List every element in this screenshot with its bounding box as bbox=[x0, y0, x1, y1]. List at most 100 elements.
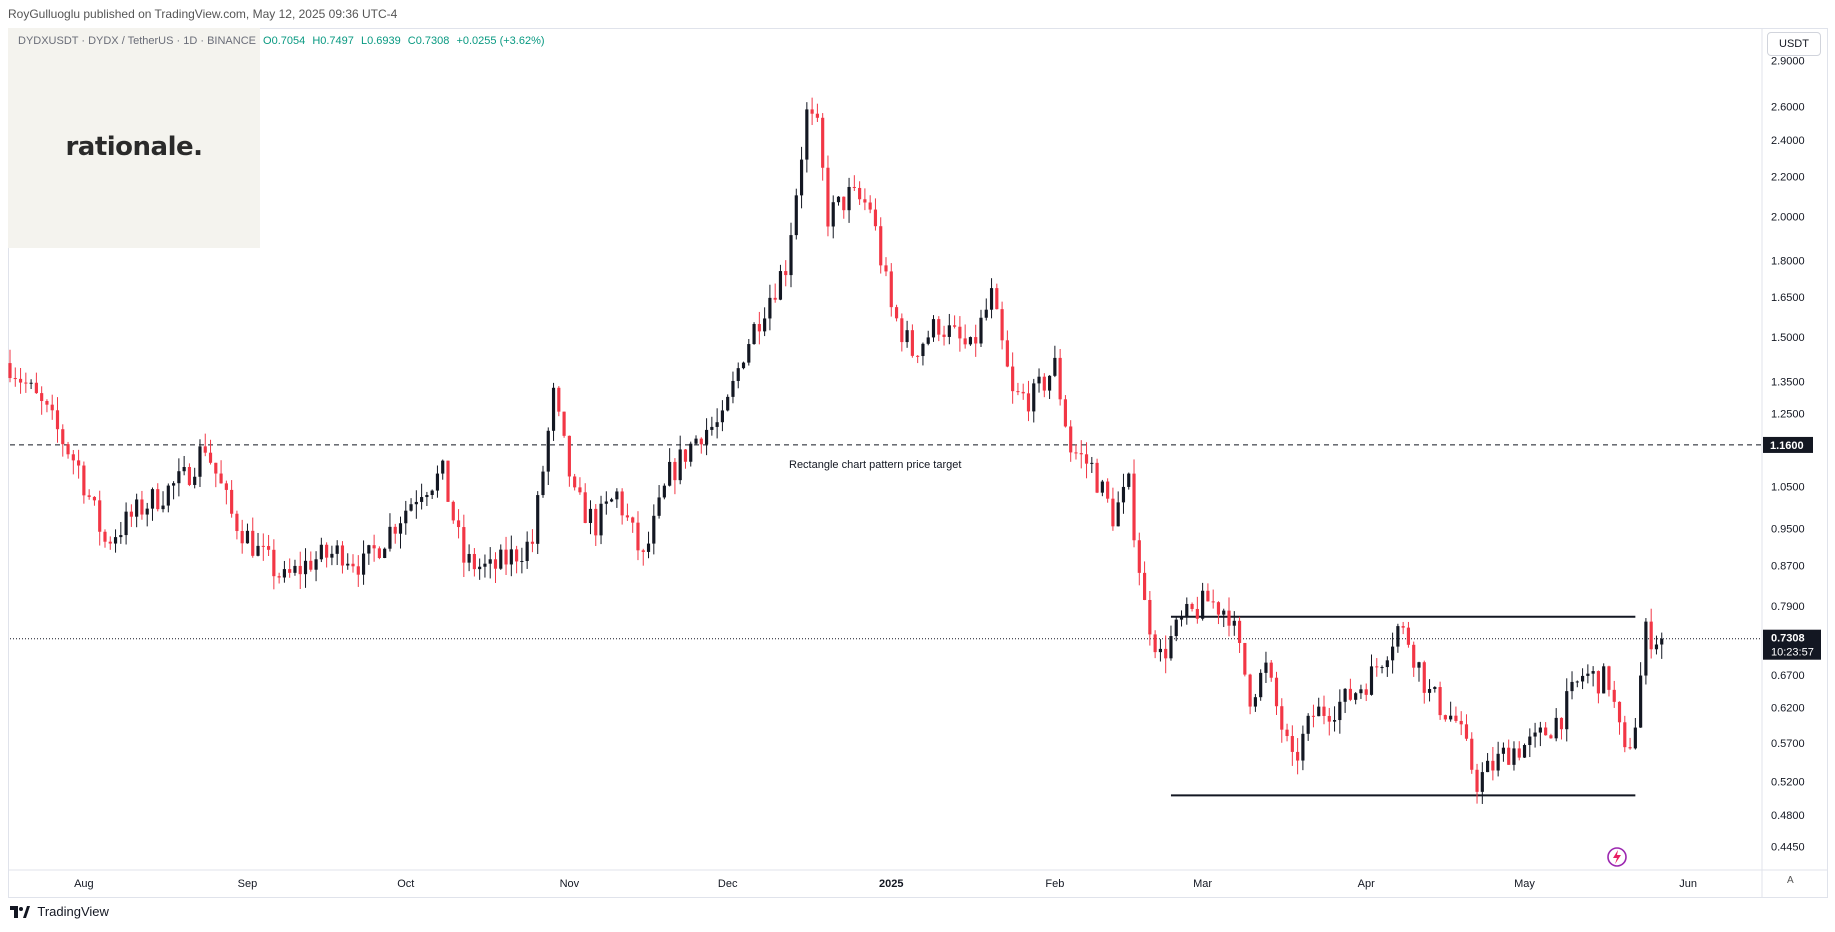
candle-body bbox=[467, 553, 471, 563]
candle-body bbox=[1322, 706, 1326, 716]
candle-body bbox=[805, 109, 809, 160]
candle-body bbox=[1296, 751, 1300, 761]
candle-body bbox=[103, 531, 107, 542]
candle-body bbox=[1237, 620, 1242, 643]
candle-body bbox=[900, 318, 904, 343]
candle-body bbox=[340, 545, 345, 566]
candle-body bbox=[451, 501, 455, 521]
candle-body bbox=[1148, 599, 1152, 635]
candle-body bbox=[388, 526, 392, 549]
candle-body bbox=[752, 324, 756, 345]
candle-body bbox=[683, 449, 688, 462]
candle-body bbox=[208, 452, 213, 463]
candle-body bbox=[98, 500, 102, 532]
candle-body bbox=[641, 550, 645, 552]
candle-body bbox=[488, 559, 492, 564]
candle-body bbox=[1406, 627, 1411, 645]
candle-body bbox=[1633, 727, 1637, 749]
y-tick-label: 1.3500 bbox=[1771, 376, 1805, 388]
candle-body bbox=[156, 489, 160, 510]
candle-body bbox=[604, 501, 608, 504]
target-price-label: 1.1600 bbox=[1770, 440, 1804, 452]
candle-body bbox=[435, 473, 440, 491]
candle-body bbox=[293, 565, 297, 573]
x-tick-label: Apr bbox=[1358, 878, 1375, 890]
candle-body bbox=[71, 454, 75, 461]
candle-body bbox=[187, 467, 192, 485]
candle-body bbox=[251, 530, 255, 556]
candle-body bbox=[150, 489, 155, 509]
candle-body bbox=[525, 541, 529, 562]
candle-body bbox=[1195, 608, 1199, 619]
candle-body bbox=[984, 309, 988, 318]
candle-body bbox=[245, 530, 250, 544]
auto-scale-button[interactable]: A bbox=[1787, 875, 1794, 886]
candle-body bbox=[325, 544, 329, 558]
y-tick-label: 0.5200 bbox=[1771, 776, 1805, 788]
candle-body bbox=[119, 535, 123, 538]
candle-body bbox=[657, 497, 661, 516]
candle-body bbox=[963, 338, 967, 345]
candle-body bbox=[77, 460, 81, 466]
candle-body bbox=[1201, 590, 1205, 619]
candle-body bbox=[1232, 620, 1236, 626]
candle-body bbox=[240, 531, 244, 544]
candle-body bbox=[1359, 689, 1363, 694]
candle-body bbox=[493, 559, 498, 569]
candle-body bbox=[1507, 747, 1511, 765]
candle-body bbox=[588, 508, 593, 523]
target-price-badge bbox=[1763, 436, 1813, 453]
candle-body bbox=[462, 527, 466, 563]
candle-body bbox=[1216, 602, 1221, 615]
candle-body bbox=[668, 461, 672, 486]
currency-selector[interactable]: USDT bbox=[1767, 32, 1821, 56]
footer: TradingView bbox=[10, 904, 109, 921]
candle-body bbox=[1280, 706, 1284, 730]
candle-body bbox=[266, 546, 271, 550]
y-tick-label: 0.6200 bbox=[1771, 703, 1805, 715]
candle-body bbox=[1079, 453, 1083, 455]
candle-body bbox=[810, 109, 814, 114]
candle-body bbox=[947, 325, 951, 337]
candle-body bbox=[361, 553, 366, 575]
y-tick-label: 0.9500 bbox=[1771, 524, 1805, 536]
candle-body bbox=[108, 541, 112, 544]
lightning-icon[interactable] bbox=[1606, 846, 1628, 873]
candle-body bbox=[214, 462, 218, 474]
x-tick-label: May bbox=[1514, 878, 1535, 890]
candle-body bbox=[578, 487, 582, 493]
candle-body bbox=[40, 393, 44, 402]
candle-body bbox=[1575, 681, 1579, 683]
candle-body bbox=[583, 492, 587, 523]
candle-body bbox=[135, 499, 139, 517]
candle-body bbox=[1628, 747, 1632, 749]
candle-body bbox=[1274, 677, 1279, 707]
candle-body bbox=[1533, 732, 1537, 737]
open-value: O0.7054 bbox=[263, 35, 306, 47]
candle-body bbox=[161, 505, 165, 510]
candle-body bbox=[256, 545, 260, 556]
candle-body bbox=[778, 271, 783, 300]
candle-body bbox=[1417, 662, 1421, 668]
candle-body bbox=[1538, 727, 1542, 733]
candle-body bbox=[198, 446, 202, 477]
candle-body bbox=[768, 297, 772, 319]
candle-body bbox=[1106, 481, 1110, 499]
candle-body bbox=[1649, 621, 1653, 650]
chart-frame[interactable] bbox=[8, 28, 1828, 898]
candle-body bbox=[1459, 720, 1463, 725]
symbol-label: DYDXUSDT · DYDX / TetherUS · 1D · BINANC… bbox=[18, 35, 256, 47]
y-tick-label: 0.4450 bbox=[1771, 842, 1805, 854]
candle-body bbox=[478, 566, 482, 570]
x-tick-label: Mar bbox=[1193, 878, 1212, 890]
candle-body bbox=[1644, 621, 1648, 676]
candle-body bbox=[509, 549, 513, 565]
candle-body bbox=[1000, 309, 1004, 341]
candle-body bbox=[1111, 498, 1115, 527]
candle-body bbox=[1248, 674, 1252, 707]
candle-body bbox=[852, 186, 856, 188]
candle-body bbox=[557, 387, 561, 412]
candle-body bbox=[1454, 715, 1458, 721]
candle-body bbox=[309, 560, 313, 570]
